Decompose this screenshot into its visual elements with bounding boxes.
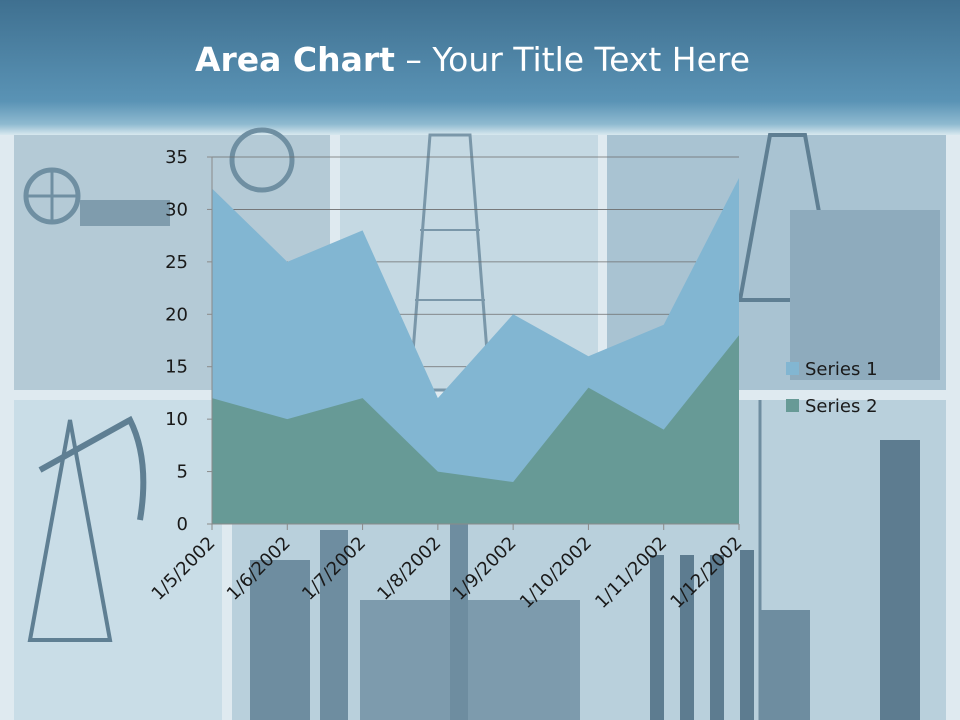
- legend-swatch: [786, 362, 799, 375]
- x-tick-label: 1/9/2002: [449, 533, 521, 605]
- slide-title: Area Chart – Your Title Text Here: [194, 40, 751, 79]
- legend: Series 1 Series 2: [786, 359, 878, 417]
- x-tick-label: 1/5/2002: [148, 533, 220, 605]
- y-tick-label: 20: [165, 304, 188, 325]
- legend-label: Series 2: [805, 396, 878, 417]
- x-tick-label: 1/8/2002: [373, 533, 445, 605]
- area-series: [212, 177, 739, 524]
- y-tick-label: 35: [165, 147, 188, 168]
- x-tick-label: 1/11/2002: [591, 533, 671, 613]
- y-tick-label: 25: [165, 252, 188, 273]
- y-tick-label: 30: [165, 199, 188, 220]
- area-series-2: [212, 335, 739, 524]
- x-axis-ticks: 1/5/2002 1/6/2002 1/7/2002 1/8/2002 1/9/2002…: [148, 524, 747, 613]
- y-tick-label: 5: [177, 462, 188, 483]
- y-tick-label: 15: [165, 357, 188, 378]
- x-tick-label: 1/10/2002: [516, 533, 596, 613]
- legend-label: Series 1: [805, 359, 878, 380]
- y-tick-label: 0: [177, 514, 188, 535]
- y-axis-ticks: 0 5 10 15 20 25 30 35: [165, 147, 212, 535]
- axes: [211, 157, 739, 525]
- y-tick-label: 10: [165, 409, 188, 430]
- legend-swatch: [786, 399, 799, 412]
- x-tick-label: 1/6/2002: [223, 533, 295, 605]
- title-banner: [0, 0, 960, 135]
- x-tick-label: 1/7/2002: [298, 533, 370, 605]
- x-tick-label: 1/12/2002: [666, 533, 746, 613]
